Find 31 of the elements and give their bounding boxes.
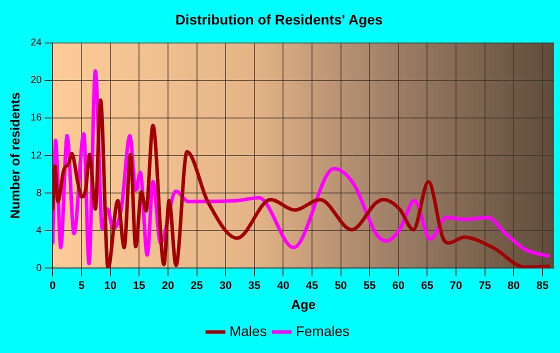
x-axis-title: Age — [291, 296, 316, 312]
y-tick-label: 0 — [36, 262, 42, 274]
y-tick-label: 12 — [30, 150, 42, 162]
x-tick-label: 45 — [306, 280, 318, 292]
x-tick-label: 10 — [104, 280, 116, 292]
x-tick-label: 0 — [50, 280, 56, 292]
y-tick-label: 24 — [30, 38, 42, 49]
y-tick-label: 20 — [30, 75, 42, 86]
x-tick-label: 80 — [508, 280, 520, 292]
x-tick-label: 60 — [392, 280, 405, 292]
x-tick-label: 30 — [219, 280, 232, 292]
legend-label: Males — [229, 322, 267, 339]
y-tick-label: 16 — [30, 112, 42, 124]
x-tick-label: 70 — [450, 280, 462, 292]
y-tick-label: 4 — [36, 225, 42, 236]
legend-label: Females — [296, 322, 350, 339]
line-series — [52, 98, 550, 268]
x-tick-label: 35 — [248, 280, 261, 292]
y-tick-label: 8 — [36, 188, 42, 199]
x-tick-label: 40 — [277, 280, 290, 292]
x-tick-label: 75 — [478, 280, 491, 292]
x-tick-label: 85 — [536, 280, 549, 292]
y-axis-title: Number of residents — [7, 92, 22, 219]
x-tick-label: 5 — [78, 280, 85, 292]
x-tick-label: 15 — [133, 280, 146, 292]
x-tick-label: 55 — [363, 280, 376, 292]
chart-title: Distribution of Residents' Ages — [175, 11, 383, 28]
x-tick-label: 20 — [162, 280, 174, 292]
x-tick-label: 50 — [334, 280, 347, 292]
x-tick-label: 25 — [190, 280, 203, 292]
x-tick-label: 65 — [421, 280, 434, 292]
